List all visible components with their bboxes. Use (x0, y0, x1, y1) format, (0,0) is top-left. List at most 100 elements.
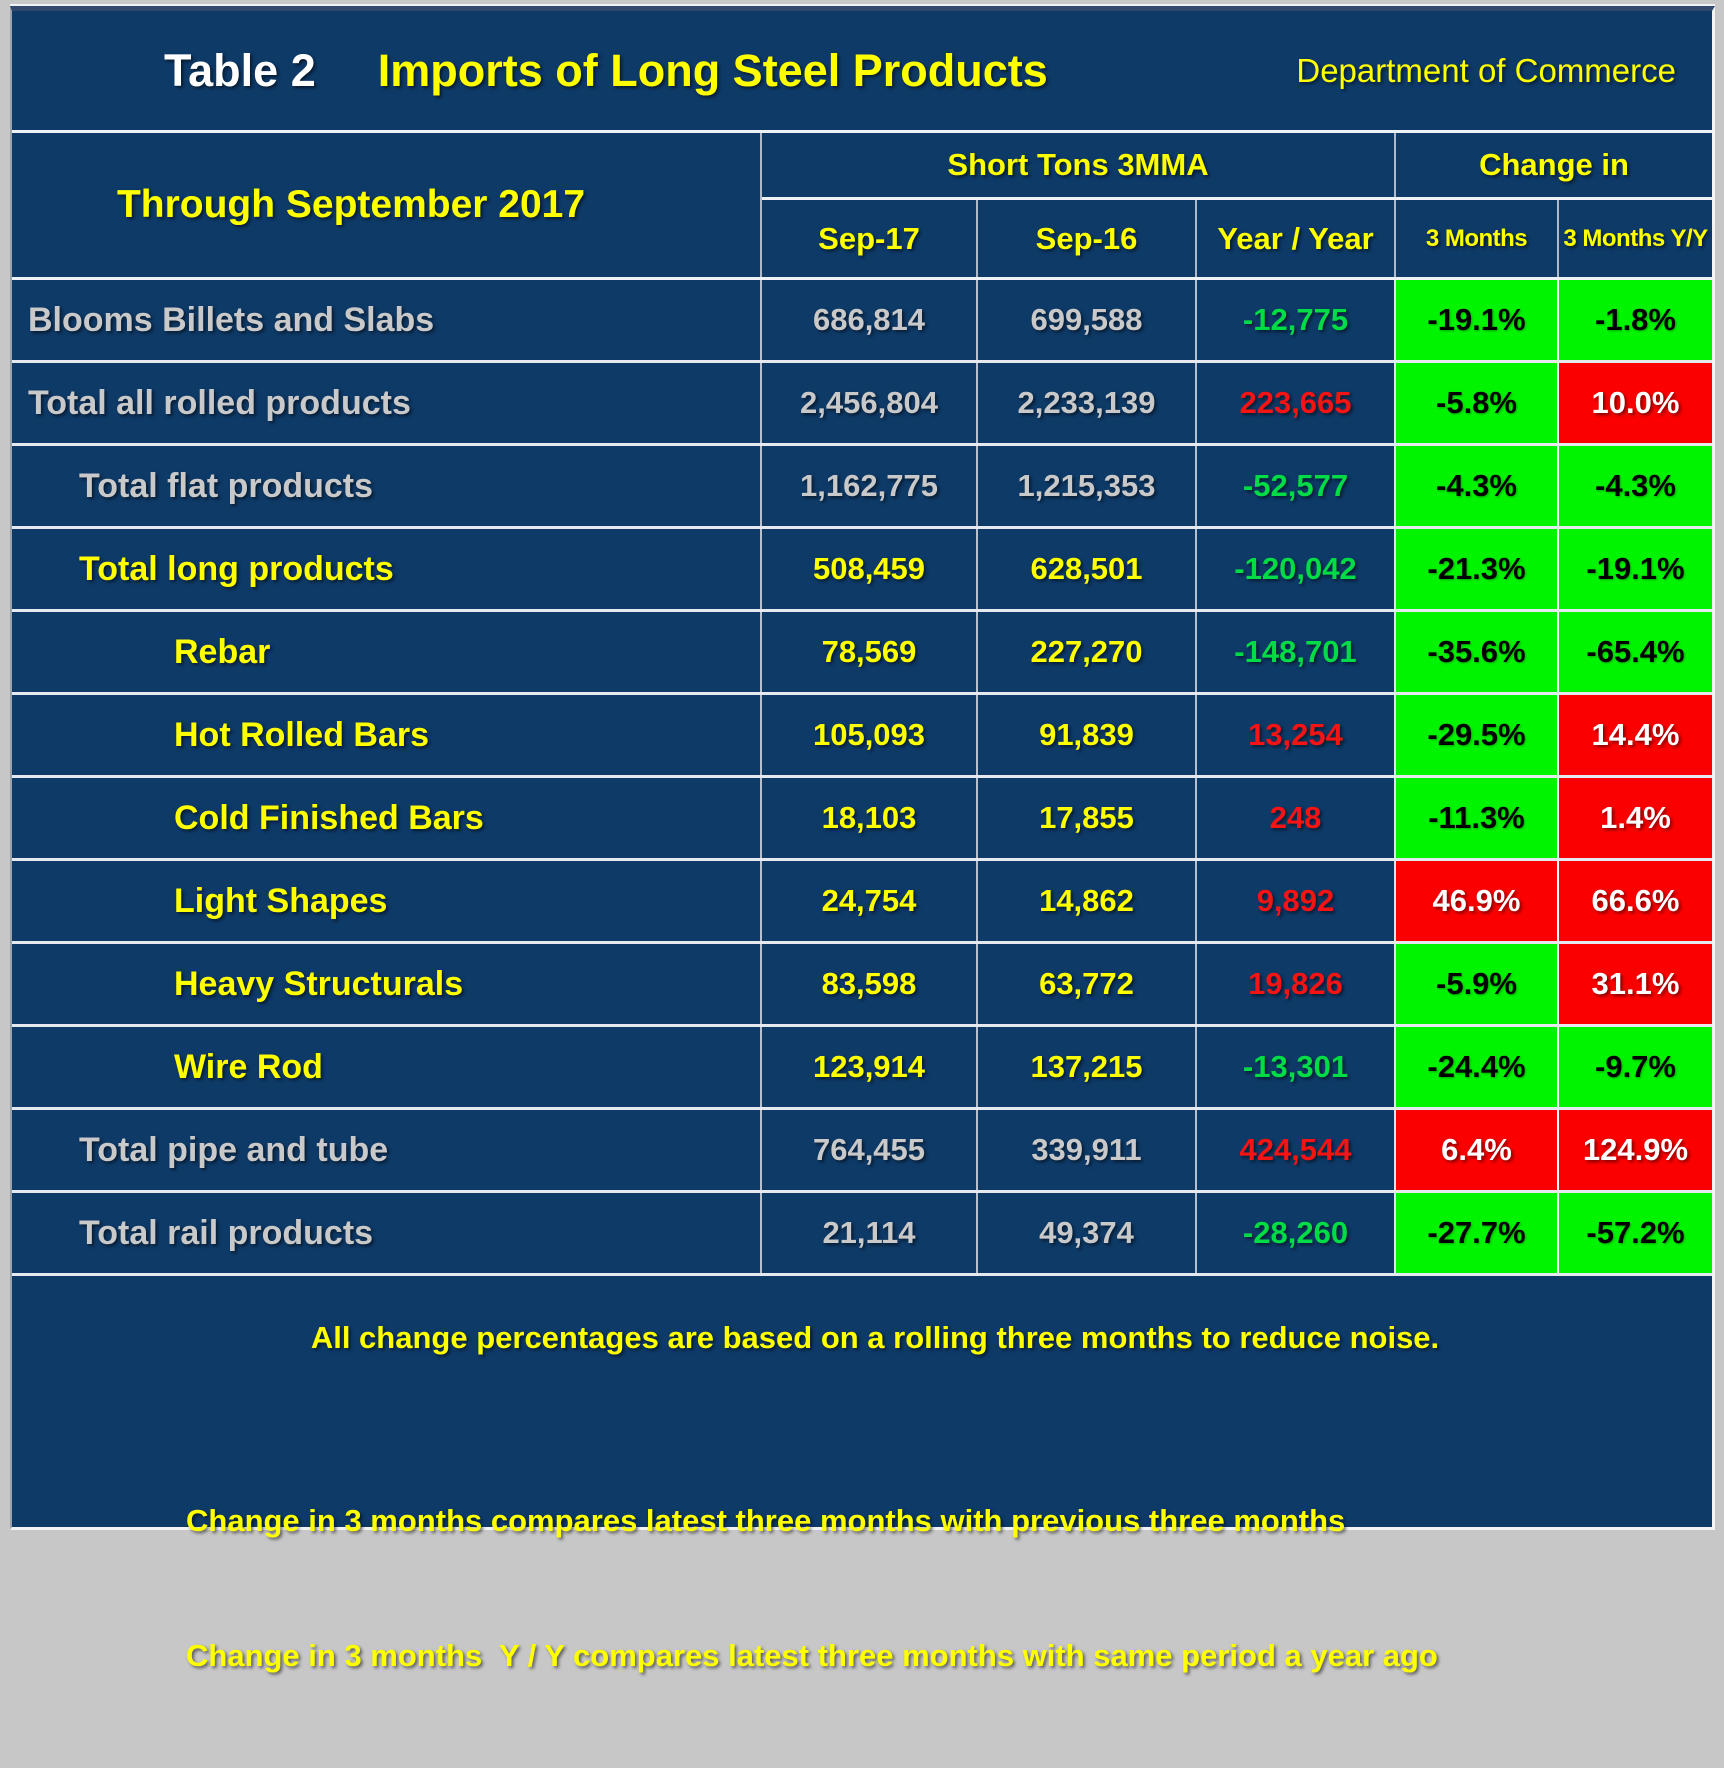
value-sep16: 1,215,353 (978, 446, 1197, 526)
value-sep16: 14,862 (978, 861, 1197, 941)
table-row: Light Shapes 24,754 14,862 9,892 46.9% 6… (12, 861, 1712, 944)
table-row: Total rail products 21,114 49,374 -28,26… (12, 1193, 1712, 1276)
table-body: Blooms Billets and Slabs 686,814 699,588… (12, 280, 1712, 1276)
change-3-months-cell: -4.3% (1396, 446, 1559, 526)
period-header: Through September 2017 (12, 133, 762, 277)
change-3-months-cell: -5.9% (1396, 944, 1559, 1024)
change-3-months-cell: 6.4% (1396, 1110, 1559, 1190)
value-sep16: 339,911 (978, 1110, 1197, 1190)
group-header-short-tons: Short Tons 3MMA (762, 133, 1396, 197)
value-sep16: 137,215 (978, 1027, 1197, 1107)
value-sep16: 91,839 (978, 695, 1197, 775)
table-row: Hot Rolled Bars 105,093 91,839 13,254 -2… (12, 695, 1712, 778)
change-3-months-yy-cell: 31.1% (1559, 944, 1712, 1024)
table-frame: Table 2 Imports of Long Steel Products D… (10, 6, 1715, 1673)
value-year-over-year: -28,260 (1197, 1193, 1396, 1273)
change-3-months-yy-cell: 124.9% (1559, 1110, 1712, 1190)
header-right: Short Tons 3MMA Change in Sep-17 Sep-16 … (762, 133, 1712, 277)
value-year-over-year: -13,301 (1197, 1027, 1396, 1107)
table-row: Total long products 508,459 628,501 -120… (12, 529, 1712, 612)
value-sep16: 628,501 (978, 529, 1197, 609)
value-sep17: 764,455 (762, 1110, 978, 1190)
change-3-months-yy-cell: -19.1% (1559, 529, 1712, 609)
change-3-months-yy-cell: 1.4% (1559, 778, 1712, 858)
row-label: Blooms Billets and Slabs (12, 280, 762, 360)
table-number-label: Table 2 (164, 44, 316, 96)
value-year-over-year: 223,665 (1197, 363, 1396, 443)
value-sep16: 699,588 (978, 280, 1197, 360)
table-row: Blooms Billets and Slabs 686,814 699,588… (12, 280, 1712, 363)
value-year-over-year: 19,826 (1197, 944, 1396, 1024)
row-label: Rebar (12, 612, 762, 692)
table-row: Heavy Structurals 83,598 63,772 19,826 -… (12, 944, 1712, 1027)
change-3-months-cell: -21.3% (1396, 529, 1559, 609)
change-3-months-yy-cell: 10.0% (1559, 363, 1712, 443)
value-sep17: 78,569 (762, 612, 978, 692)
value-year-over-year: 248 (1197, 778, 1396, 858)
change-3-months-cell: 46.9% (1396, 861, 1559, 941)
value-sep17: 24,754 (762, 861, 978, 941)
value-sep17: 123,914 (762, 1027, 978, 1107)
change-3-months-yy-cell: -57.2% (1559, 1193, 1712, 1273)
change-3-months-cell: -5.8% (1396, 363, 1559, 443)
value-year-over-year: -120,042 (1197, 529, 1396, 609)
change-3-months-cell: -29.5% (1396, 695, 1559, 775)
change-3-months-yy-cell: 66.6% (1559, 861, 1712, 941)
change-3-months-yy-cell: -4.3% (1559, 446, 1712, 526)
row-label: Total pipe and tube (12, 1110, 762, 1190)
value-sep17: 686,814 (762, 280, 978, 360)
table-row: Rebar 78,569 227,270 -148,701 -35.6% -65… (12, 612, 1712, 695)
row-label: Heavy Structurals (12, 944, 762, 1024)
change-3-months-cell: -19.1% (1396, 280, 1559, 360)
row-label: Total long products (12, 529, 762, 609)
value-year-over-year: -52,577 (1197, 446, 1396, 526)
change-3-months-cell: -35.6% (1396, 612, 1559, 692)
row-label: Total rail products (12, 1193, 762, 1273)
value-sep16: 227,270 (978, 612, 1197, 692)
column-header-sep17: Sep-17 (762, 200, 978, 277)
value-sep17: 105,093 (762, 695, 978, 775)
data-source-label: Department of Commerce (1296, 51, 1676, 89)
change-3-months-cell: -11.3% (1396, 778, 1559, 858)
column-header-year-over-year: Year / Year (1197, 200, 1396, 277)
value-sep17: 2,456,804 (762, 363, 978, 443)
page-title: Imports of Long Steel Products (377, 44, 1048, 96)
value-year-over-year: 424,544 (1197, 1110, 1396, 1190)
change-3-months-yy-cell: -65.4% (1559, 612, 1712, 692)
column-header-3-months-yy: 3 Months Y/Y (1563, 224, 1708, 252)
value-sep16: 2,233,139 (978, 363, 1197, 443)
row-label: Total flat products (12, 446, 762, 526)
value-sep16: 49,374 (978, 1193, 1197, 1273)
value-sep17: 18,103 (762, 778, 978, 858)
table-row: Cold Finished Bars 18,103 17,855 248 -11… (12, 778, 1712, 861)
value-sep17: 83,598 (762, 944, 978, 1024)
table-header: Through September 2017 Short Tons 3MMA C… (12, 133, 1712, 280)
footnote-3-months-yy: Change in 3 months Y / Y compares latest… (186, 1638, 1438, 1673)
value-year-over-year: 9,892 (1197, 861, 1396, 941)
value-year-over-year: 13,254 (1197, 695, 1396, 775)
footnote-3-months: Change in 3 months compares latest three… (186, 1503, 1346, 1538)
change-3-months-cell: -27.7% (1396, 1193, 1559, 1273)
value-year-over-year: -12,775 (1197, 280, 1396, 360)
row-label: Total all rolled products (12, 363, 762, 443)
group-header-change-in: Change in (1479, 147, 1629, 182)
title-bar: Table 2 Imports of Long Steel Products D… (12, 11, 1712, 133)
table-row: Total pipe and tube 764,455 339,911 424,… (12, 1110, 1712, 1193)
row-label: Light Shapes (12, 861, 762, 941)
value-sep17: 1,162,775 (762, 446, 978, 526)
table-row: Total all rolled products 2,456,804 2,23… (12, 363, 1712, 446)
value-sep16: 63,772 (978, 944, 1197, 1024)
change-3-months-yy-cell: -1.8% (1559, 280, 1712, 360)
header-subcolumns: Sep-17 Sep-16 Year / Year 3 Months 3 Mon… (762, 200, 1712, 277)
table-row: Wire Rod 123,914 137,215 -13,301 -24.4% … (12, 1027, 1712, 1110)
column-header-3-months: 3 Months (1396, 200, 1559, 277)
value-year-over-year: -148,701 (1197, 612, 1396, 692)
change-3-months-yy-cell: -9.7% (1559, 1027, 1712, 1107)
value-sep17: 21,114 (762, 1193, 978, 1273)
change-3-months-yy-cell: 14.4% (1559, 695, 1712, 775)
column-header-sep16: Sep-16 (978, 200, 1197, 277)
row-label: Wire Rod (12, 1027, 762, 1107)
footnotes: All change percentages are based on a ro… (12, 1276, 1712, 1673)
header-groups: Short Tons 3MMA Change in (762, 133, 1712, 200)
table-sheet: Table 2 Imports of Long Steel Products D… (10, 4, 1715, 1673)
